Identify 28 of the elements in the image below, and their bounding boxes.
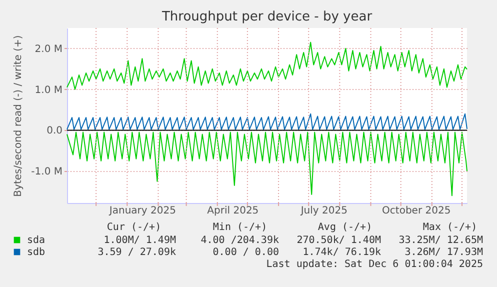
y-tick-label: -1.0 M [31,166,62,178]
text: 1.74k/ 76.19k [302,247,381,258]
text: Max (-/+) [422,222,478,233]
x-tick-label: January 2025 [108,206,176,216]
text: 1.00M/ 1.49M [104,235,176,246]
legend-label: sda [27,235,46,246]
legend-label: sdb [27,247,46,258]
y-axis-title: Bytes/second read (-) / write (+) [13,35,24,197]
text: 270.50k/ 1.40M [296,235,381,246]
text: Min (-/+) [212,222,268,233]
text: 0.00 / 0.00 [212,247,279,258]
line-series [66,42,468,90]
text: Avg (-/+) [318,222,372,233]
y-tick-label: 2.0 M [34,44,62,55]
text: 4.00 /204.39k [200,235,279,246]
chart-title: Throughput per device - by year [160,10,373,24]
y-tick-label: 0.0 [46,126,62,137]
x-tick-label: July 2025 [300,206,348,216]
line-series [66,113,468,130]
text: Cur (-/+) [106,222,162,233]
text: 3.59 / 27.09k [98,247,176,258]
text: 3.26M/ 17.93M [404,247,483,258]
text: 33.25M/ 12.65M [398,235,483,246]
line-series [66,132,468,196]
x-tick-label: April 2025 [207,206,259,216]
x-tick-label: October 2025 [382,206,451,216]
text: Last update: Sat Dec 6 01:00:04 2025 [266,259,483,270]
y-tick-label: 1.0 M [34,84,62,96]
